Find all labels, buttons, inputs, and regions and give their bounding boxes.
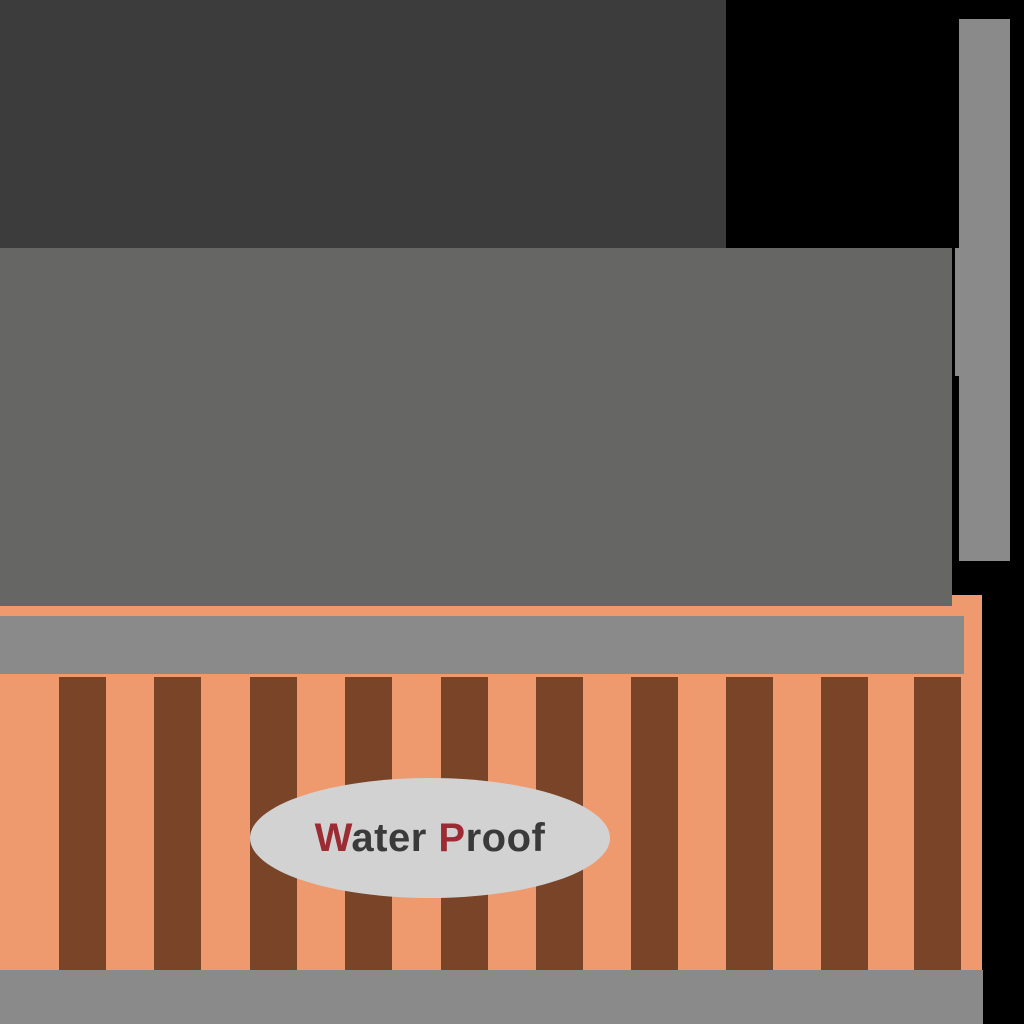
upper-rail — [0, 616, 964, 674]
stripe — [914, 677, 961, 970]
badge-label: Water Proof — [315, 816, 546, 861]
dark-panel — [0, 0, 726, 248]
stripe — [821, 677, 868, 970]
stripe — [726, 677, 773, 970]
lower-rail — [0, 970, 983, 1024]
stripe — [154, 677, 201, 970]
right-side-bar — [959, 19, 1010, 561]
badge-label-rest-1: ater — [351, 815, 427, 860]
badge-label-rest-2: roof — [465, 815, 546, 860]
badge-label-initial-1: W — [314, 815, 352, 860]
stripe — [59, 677, 106, 970]
orange-band-edge — [952, 595, 982, 615]
right-side-notch — [955, 248, 959, 376]
water-proof-badge: Water Proof — [250, 778, 610, 898]
stripe — [631, 677, 678, 970]
gray-panel — [0, 248, 952, 606]
badge-label-initial-2: P — [438, 815, 466, 860]
